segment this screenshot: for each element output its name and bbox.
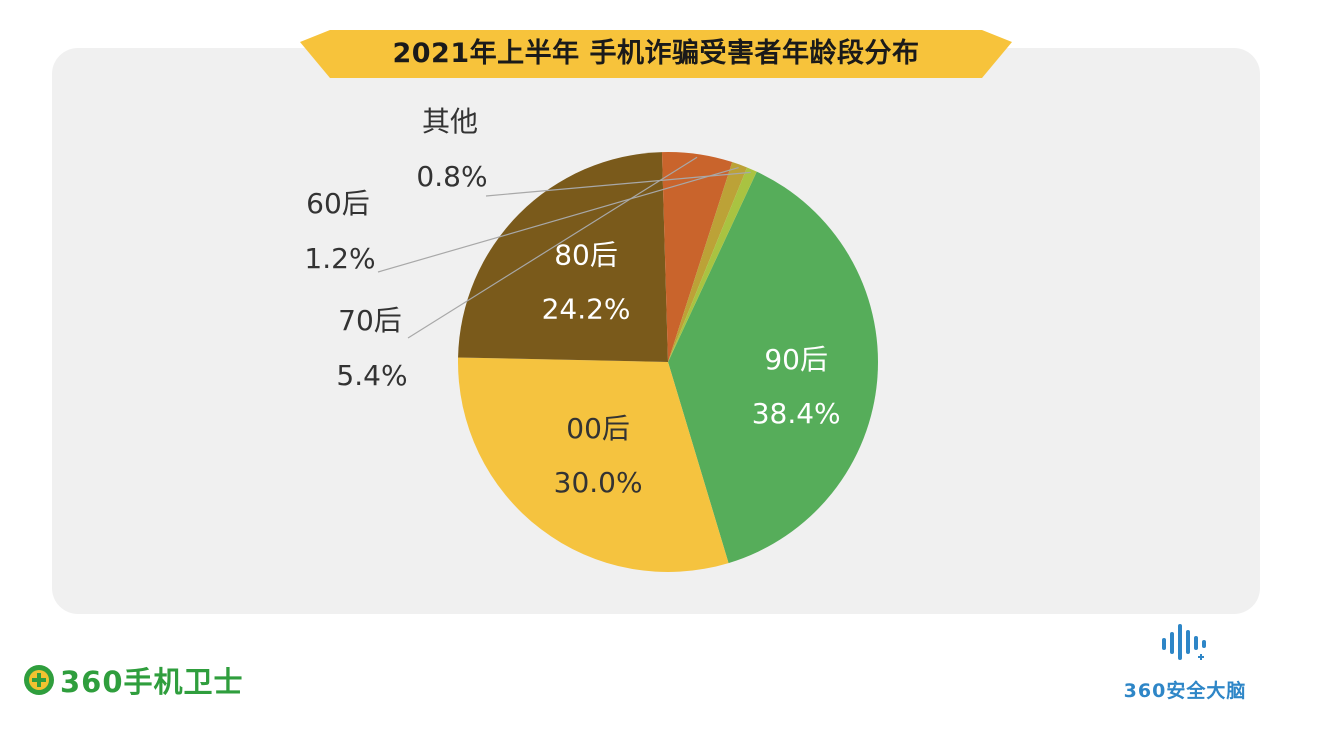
plus-circle-icon [24, 665, 54, 695]
pie-slice-1 [457, 357, 729, 572]
slice-value-label-4: 1.2% [304, 242, 375, 275]
pie-slice-2 [458, 152, 668, 362]
slice-name-label-3: 70后 [338, 304, 402, 337]
leader-line-3 [407, 156, 698, 339]
brand-right-text: 360安全大脑 [1123, 680, 1247, 702]
chart-title: 2021年上半年 手机诈骗受害者年龄段分布 [392, 38, 920, 69]
slice-value-label-5: 0.8% [416, 160, 487, 193]
title-banner: 2021年上半年 手机诈骗受害者年龄段分布 [300, 30, 1012, 78]
pie-slice-5 [668, 167, 757, 362]
slice-name-label-2: 80后 [554, 239, 618, 272]
pie-slice-0 [668, 171, 878, 564]
title-banner-shape [300, 30, 1012, 78]
slice-name-label-1: 00后 [566, 412, 630, 445]
brand-360-security-brain: 360安全大脑 [1100, 620, 1270, 710]
slice-value-label-0: 38.4% [752, 397, 841, 430]
slice-value-label-2: 24.2% [542, 293, 631, 326]
pie-slice-4 [668, 162, 748, 362]
slice-name-label-4: 60后 [306, 187, 370, 220]
leader-line-5 [485, 171, 751, 197]
slice-value-label-3: 5.4% [336, 359, 407, 392]
pie-slice-3 [661, 152, 733, 362]
slice-name-label-5: 其他 [422, 105, 478, 138]
slice-name-label-0: 90后 [764, 343, 828, 376]
signal-bars-icon [1162, 624, 1206, 660]
brand-left-text: 360手机卫士 [60, 665, 244, 699]
slice-value-label-1: 30.0% [554, 466, 643, 499]
leader-line-4 [377, 166, 739, 273]
brand-360-mobile-guard: 360手机卫士 [22, 660, 244, 700]
